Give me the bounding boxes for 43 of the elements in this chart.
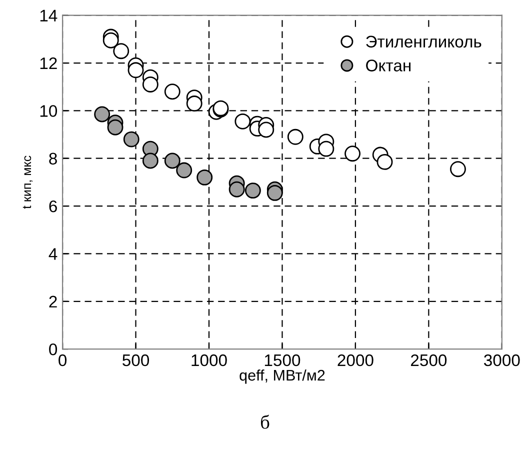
point <box>376 154 393 170</box>
x-tick-label: 1000 <box>192 354 227 366</box>
point <box>196 169 213 186</box>
point <box>123 131 140 148</box>
point <box>164 84 180 100</box>
point <box>234 113 251 130</box>
point <box>164 152 180 169</box>
x-tick-label: 0 <box>58 354 67 366</box>
point <box>266 184 283 201</box>
y-tick-label: 10 <box>40 105 58 117</box>
point <box>186 96 202 112</box>
text: б <box>260 414 270 429</box>
point <box>228 181 245 198</box>
point <box>244 182 261 199</box>
y-tick-label: 12 <box>40 57 57 70</box>
point <box>94 106 110 122</box>
x-axis-title: qeff, МВт/м2 <box>240 369 325 384</box>
point <box>142 76 158 92</box>
point <box>258 122 274 138</box>
y-tick-label: 14 <box>40 10 58 22</box>
legend-label: Октан <box>366 60 410 72</box>
point <box>107 119 124 136</box>
y-tick-label: 2 <box>49 296 57 308</box>
legend-label: Этиленгликоль <box>366 36 482 48</box>
point <box>102 32 119 48</box>
y-tick-label: 4 <box>48 248 58 260</box>
point <box>450 161 466 178</box>
x-tick-label: 500 <box>122 354 150 366</box>
x-tick-label: 1500 <box>264 354 300 366</box>
y-tick-label: 6 <box>49 200 57 212</box>
point <box>142 152 158 169</box>
point <box>287 128 304 145</box>
x-tick-label: 3000 <box>484 354 520 366</box>
point <box>128 62 144 78</box>
point <box>318 140 334 157</box>
x-tick-label: 2000 <box>338 354 374 366</box>
x-tick-label: 2500 <box>410 354 447 366</box>
point <box>113 43 130 60</box>
y-axis-title: t кип, мкс <box>22 156 33 209</box>
point <box>176 162 192 178</box>
y-tick-label: 8 <box>49 152 57 165</box>
y-tick-label: 0 <box>49 343 58 356</box>
point <box>344 146 360 162</box>
